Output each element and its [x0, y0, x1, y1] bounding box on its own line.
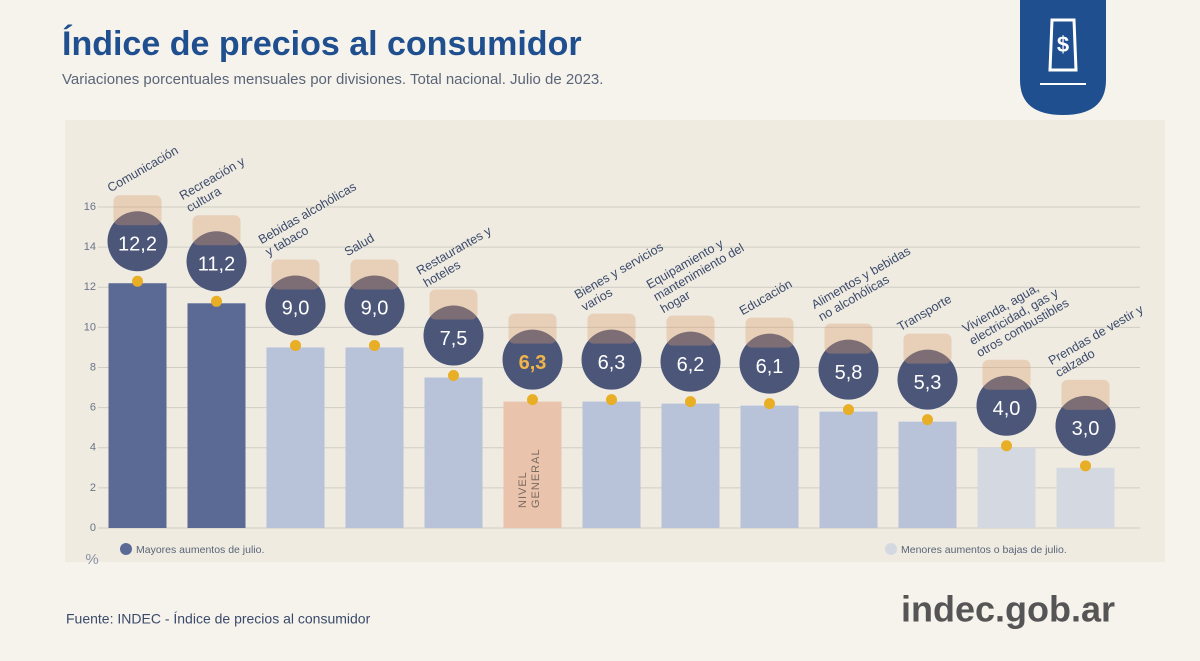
value-dot [527, 394, 538, 406]
value-bubble [423, 305, 484, 366]
value-bubble [186, 231, 247, 292]
icon-area [113, 195, 162, 226]
bar [740, 405, 799, 528]
value-label: 9,0 [361, 298, 389, 320]
bar [819, 411, 878, 528]
y-tick-label: 0 [90, 522, 96, 534]
icon-area [666, 315, 715, 346]
bar [266, 347, 325, 528]
legend-label: Menores aumentos o bajas de julio. [901, 544, 1067, 556]
value-label: 11,2 [198, 254, 235, 276]
value-bubble [107, 211, 168, 272]
bar [661, 403, 720, 528]
icon-area [508, 313, 557, 344]
value-dot [448, 370, 459, 382]
svg-text:$: $ [1057, 32, 1069, 57]
value-label: 5,3 [914, 372, 942, 394]
bar [1056, 467, 1115, 528]
icon-area [587, 313, 636, 344]
value-label: 6,3 [598, 352, 626, 374]
bar [187, 303, 246, 528]
icon-area [982, 359, 1031, 390]
icon-area [192, 215, 241, 246]
bar [898, 421, 957, 528]
value-dot [764, 398, 775, 410]
value-dot [843, 404, 854, 416]
y-tick-label: 14 [84, 241, 96, 253]
value-dot [685, 396, 696, 408]
value-label: 9,0 [282, 298, 310, 320]
y-tick-label: 6 [90, 402, 96, 414]
value-label: 4,0 [993, 398, 1021, 420]
icon-area [745, 317, 794, 348]
value-bubble [739, 333, 800, 394]
logo-text: indec.gob.ar [901, 589, 1115, 630]
y-tick-label: 8 [90, 361, 96, 373]
logo-badge: $ [1020, 0, 1106, 115]
value-dot [132, 275, 143, 287]
value-bubble [265, 275, 326, 336]
icon-area [271, 259, 320, 290]
value-dot [922, 414, 933, 426]
value-label: 5,8 [835, 362, 863, 384]
y-unit: % [85, 551, 98, 568]
value-bubble [1055, 395, 1116, 456]
bar [582, 401, 641, 528]
value-label: 6,2 [677, 354, 705, 376]
value-label: 3,0 [1072, 418, 1100, 440]
value-bubble [976, 375, 1037, 436]
icon-area [1061, 379, 1110, 410]
value-dot [1080, 460, 1091, 472]
category-label: NIVEL GENERAL [516, 448, 542, 508]
value-bubble [344, 275, 405, 336]
value-label: 12,2 [118, 234, 157, 256]
icon-area [350, 259, 399, 290]
bar [108, 283, 167, 528]
value-dot [290, 339, 301, 351]
y-tick-label: 16 [84, 201, 96, 213]
value-bubble [581, 329, 642, 390]
y-tick-label: 10 [84, 321, 96, 333]
legend-swatch [885, 543, 897, 555]
value-label: 6,3 [519, 352, 547, 374]
value-label: 7,5 [440, 328, 468, 350]
legend-swatch [120, 543, 132, 555]
value-dot [606, 394, 617, 406]
bar [345, 347, 404, 528]
y-tick-label: 12 [84, 281, 96, 293]
y-tick-label: 4 [90, 442, 96, 454]
value-bubble [818, 339, 879, 400]
y-tick-label: 2 [90, 482, 96, 494]
icon-area [429, 289, 478, 320]
value-label: 6,1 [756, 356, 784, 378]
bar [977, 447, 1036, 528]
icon-area [903, 333, 952, 364]
bar [503, 401, 562, 528]
value-bubble [502, 329, 563, 390]
bar [424, 377, 483, 528]
value-bubble [897, 349, 958, 410]
value-dot [1001, 440, 1012, 452]
value-dot [369, 339, 380, 351]
source: Fuente: INDEC - Índice de precios al con… [66, 611, 371, 627]
chart-title: Índice de precios al consumidor [62, 25, 582, 63]
value-bubble [660, 331, 721, 392]
chart-subtitle: Variaciones porcentuales mensuales por d… [62, 71, 603, 88]
value-dot [211, 295, 222, 307]
icon-area [824, 323, 873, 354]
legend-label: Mayores aumentos de julio. [136, 544, 264, 556]
